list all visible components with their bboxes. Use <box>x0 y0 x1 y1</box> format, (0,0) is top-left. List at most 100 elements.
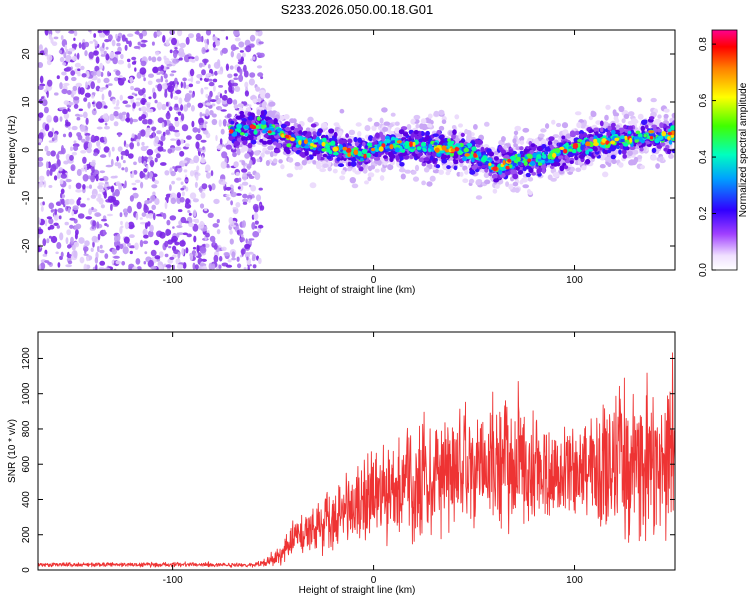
noise-point <box>234 177 240 183</box>
signal-peak-point <box>389 144 394 150</box>
signal-point <box>347 161 352 167</box>
noise-point <box>216 106 220 110</box>
noise-point <box>215 95 219 101</box>
noise-point <box>120 155 124 160</box>
noise-point <box>158 107 162 111</box>
noise-point <box>38 245 41 252</box>
noise-point <box>227 73 233 79</box>
noise-point <box>241 220 246 228</box>
noise-point <box>183 169 188 173</box>
signal-core-point <box>587 148 594 152</box>
signal-halo-point <box>522 184 529 189</box>
noise-point <box>239 68 243 76</box>
signal-halo-point <box>272 158 278 164</box>
noise-point <box>84 92 91 98</box>
signal-peak-point <box>363 153 367 159</box>
noise-point <box>124 212 128 218</box>
noise-point <box>61 145 64 153</box>
noise-point <box>210 99 217 103</box>
signal-point <box>480 146 485 152</box>
noise-point <box>258 187 263 191</box>
noise-point <box>176 177 182 181</box>
signal-halo-point <box>512 138 517 144</box>
signal-halo-point <box>484 179 491 185</box>
noise-point <box>129 142 134 150</box>
noise-point <box>146 145 149 149</box>
signal-halo-point <box>327 166 332 172</box>
noise-point <box>113 106 121 110</box>
noise-point <box>174 116 179 122</box>
noise-point <box>151 126 157 132</box>
signal-halo-point <box>541 139 546 145</box>
signal-point <box>432 133 439 137</box>
noise-point <box>195 141 200 149</box>
noise-point <box>57 208 64 213</box>
noise-point <box>73 30 78 37</box>
noise-point <box>115 245 120 251</box>
signal-point <box>607 125 612 131</box>
noise-point <box>168 245 172 249</box>
noise-point <box>186 233 192 238</box>
signal-halo-point <box>411 170 417 175</box>
noise-point <box>79 256 85 264</box>
noise-point <box>118 133 121 138</box>
noise-point <box>112 98 116 105</box>
noise-point <box>157 264 164 270</box>
noise-point <box>178 51 186 58</box>
noise-point <box>241 181 249 186</box>
noise-point <box>89 161 96 166</box>
noise-point <box>233 73 238 77</box>
noise-point <box>44 123 50 132</box>
noise-point <box>142 119 149 125</box>
noise-point <box>110 158 114 167</box>
noise-point <box>165 129 170 135</box>
noise-point <box>191 93 195 98</box>
noise-point <box>67 107 70 112</box>
signal-core-point <box>541 154 547 159</box>
signal-point <box>269 119 274 124</box>
signal-halo-point <box>633 156 639 163</box>
noise-point <box>218 119 222 127</box>
signal-halo-point <box>462 178 469 183</box>
noise-point <box>235 202 241 208</box>
signal-peak-point <box>500 163 505 168</box>
noise-point <box>170 91 173 99</box>
signal-halo-point <box>456 171 461 177</box>
signal-peak-point <box>342 146 348 151</box>
signal-core-point <box>568 148 573 152</box>
noise-point <box>101 93 105 101</box>
noise-point <box>179 42 186 49</box>
signal-halo-point <box>650 97 657 103</box>
noise-point <box>219 255 223 262</box>
noise-point <box>259 52 265 58</box>
signal-point <box>373 157 381 161</box>
noise-point <box>96 70 102 77</box>
signal-point <box>599 120 604 127</box>
signal-point <box>622 154 627 159</box>
signal-halo-point <box>671 112 675 119</box>
signal-halo-point <box>404 169 412 174</box>
noise-point <box>248 104 252 108</box>
signal-core-point <box>264 127 270 131</box>
signal-halo-point <box>599 164 606 169</box>
noise-point <box>65 237 69 245</box>
noise-point <box>151 184 158 189</box>
noise-point <box>230 79 235 84</box>
noise-point <box>215 39 221 47</box>
noise-point <box>76 132 82 137</box>
noise-point <box>124 44 128 51</box>
signal-point <box>504 170 511 176</box>
signal-point <box>451 133 456 140</box>
noise-point <box>174 77 178 85</box>
noise-point <box>239 143 243 148</box>
signal-point <box>621 149 627 155</box>
noise-point <box>131 266 138 270</box>
signal-core-point <box>580 145 584 151</box>
noise-point <box>68 198 75 205</box>
noise-point <box>203 77 210 83</box>
noise-point <box>141 99 146 105</box>
signal-point <box>488 151 495 157</box>
noise-point <box>81 73 87 78</box>
noise-point <box>103 50 107 55</box>
signal-core-point <box>555 147 561 154</box>
